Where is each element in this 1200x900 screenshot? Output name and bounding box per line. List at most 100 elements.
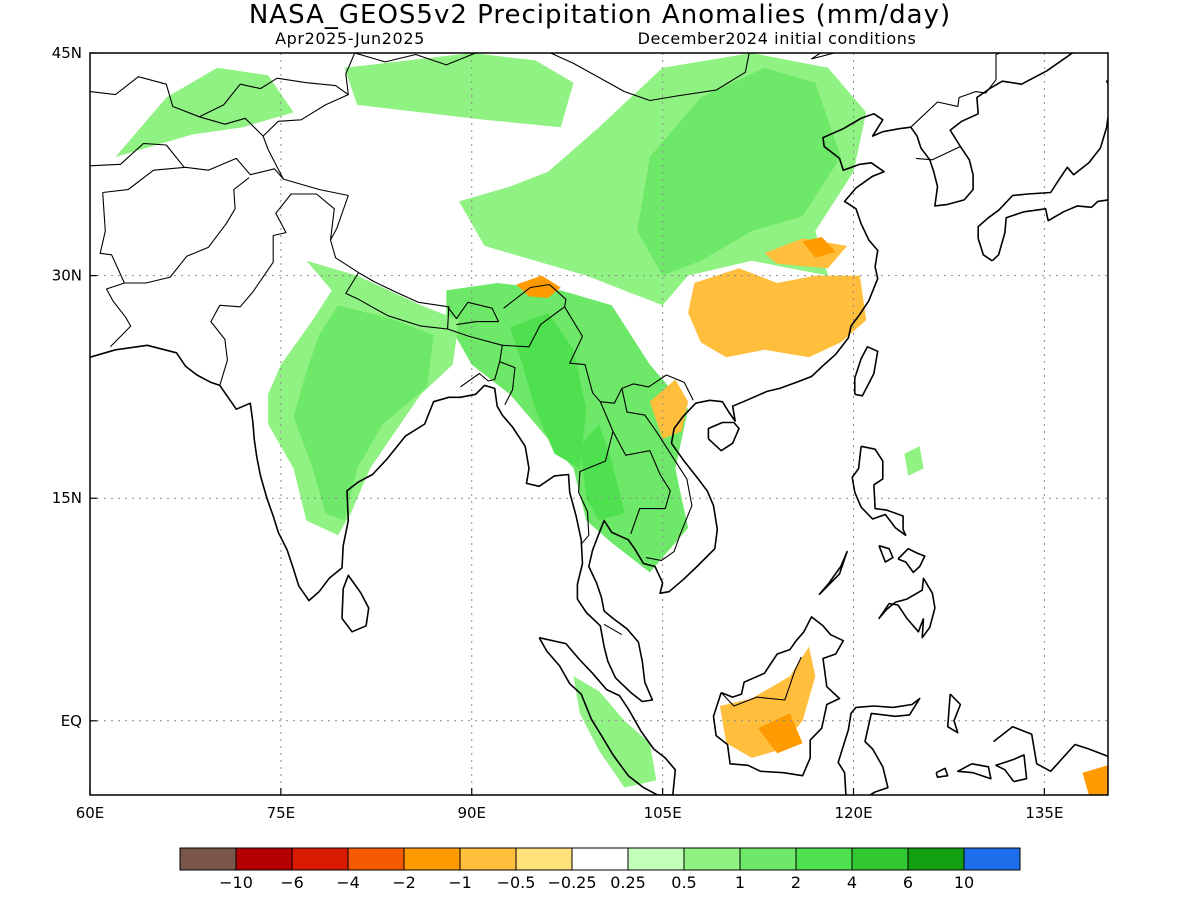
- coastline-18: [935, 767, 949, 779]
- colorbar-label-1: −6: [280, 873, 304, 892]
- country-border-23: [910, 53, 1001, 128]
- coastline-10: [837, 697, 921, 795]
- anomaly-region-2: [637, 67, 841, 276]
- coastline-3: [977, 116, 1108, 262]
- colorbar-label-13: 10: [954, 873, 974, 892]
- coastline-15: [878, 544, 894, 563]
- colorbar-swatch-10: [739, 847, 797, 871]
- colorbar-swatch-0: [179, 847, 237, 871]
- tick-label-lon-90E: 90E: [457, 804, 486, 822]
- tick-label-lon-60E: 60E: [76, 804, 105, 822]
- country-border-16: [262, 53, 356, 180]
- coastline-16: [993, 725, 1108, 773]
- colorbar-label-8: 0.5: [671, 873, 696, 892]
- colorbar-swatch-5: [459, 847, 517, 871]
- country-border-19: [199, 116, 264, 137]
- country-border-24: [915, 146, 961, 161]
- coastline-6: [707, 421, 740, 452]
- country-borders-layer: [90, 53, 1001, 707]
- country-border-21: [550, 53, 750, 102]
- coastline-0: [90, 113, 911, 703]
- country-border-0: [102, 157, 284, 194]
- country-border-6: [447, 328, 503, 388]
- anomaly-region-14: [758, 713, 803, 754]
- coastline-7: [341, 574, 370, 633]
- axis-ticks: 60E 75E 90E 105E 120E 135E 45N 30N 15N EQ: [52, 44, 1064, 822]
- country-border-8: [564, 306, 694, 404]
- tick-label-lon-75E: 75E: [267, 804, 296, 822]
- country-border-3: [210, 193, 359, 386]
- anomaly-region-18: [115, 67, 294, 157]
- country-border-12: [621, 388, 693, 562]
- tick-label-lon-105E: 105E: [644, 804, 682, 822]
- colorbar-swatch-14: [963, 847, 1021, 871]
- country-border-18: [90, 142, 185, 168]
- colorbar-swatch-12: [851, 847, 909, 871]
- coastline-19: [946, 693, 962, 734]
- tick-label-lat-30N: 30N: [52, 267, 82, 285]
- country-border-15: [283, 178, 349, 241]
- country-border-20: [354, 53, 476, 66]
- tick-label-lat-EQ: EQ: [61, 712, 82, 730]
- map-title: NASA_GEOS5v2 Precipitation Anomalies (mm…: [249, 0, 951, 30]
- colorbar-swatch-9: [683, 847, 741, 871]
- colorbar: −10 −6 −4 −2 −1 −0.5 −0.25 0.25 0.5 1 2 4 6 10: [179, 847, 1021, 892]
- coastline-17: [995, 754, 1028, 783]
- country-border-10: [578, 401, 614, 545]
- anomaly-region-17: [904, 446, 924, 476]
- colorbar-label-4: −1: [448, 873, 472, 892]
- anomaly-region-5: [579, 424, 625, 521]
- map-subtitle-initial-conditions: December2024 initial conditions: [638, 29, 917, 48]
- colorbar-label-9: 1: [735, 873, 745, 892]
- country-border-17: [90, 76, 349, 118]
- colorbar-swatch-13: [907, 847, 965, 871]
- country-border-9: [499, 361, 516, 405]
- map-frame: [89, 52, 1109, 796]
- coastline-8: [538, 636, 677, 795]
- colorbar-label-11: 4: [847, 873, 857, 892]
- map-subtitle-period: Apr2025-Jun2025: [275, 29, 425, 48]
- colorbar-label-6: −0.25: [547, 873, 596, 892]
- colorbar-swatch-11: [795, 847, 853, 871]
- anomaly-region-15: [1082, 765, 1108, 795]
- colorbar-swatch-1: [235, 847, 293, 871]
- colorbar-label-2: −4: [336, 873, 360, 892]
- anomaly-shading-layer: [115, 53, 1108, 795]
- colorbar-swatch-2: [291, 847, 349, 871]
- coastlines-layer: [90, 53, 1108, 795]
- coastline-4: [1105, 80, 1108, 107]
- colorbar-swatch-8: [627, 847, 685, 871]
- country-border-13: [603, 623, 623, 636]
- country-border-11: [612, 431, 671, 534]
- tick-label-lat-45N: 45N: [52, 44, 82, 62]
- coastline-9: [712, 616, 845, 777]
- colorbar-swatch-4: [403, 847, 461, 871]
- country-border-7: [502, 283, 567, 348]
- anomaly-region-10: [802, 237, 836, 258]
- colorbar-swatch-6: [515, 847, 573, 871]
- coastline-20: [956, 763, 992, 780]
- country-border-22: [810, 53, 835, 60]
- anomaly-region-8: [688, 268, 867, 358]
- anomaly-region-4: [509, 312, 587, 469]
- coastline-14: [818, 550, 848, 596]
- coastline-2: [991, 199, 1108, 262]
- colorbar-swatch-7: [571, 847, 629, 871]
- coastline-1: [910, 53, 1073, 207]
- anomaly-region-0: [344, 53, 574, 128]
- colorbar-label-3: −2: [392, 873, 416, 892]
- coastline-13: [897, 547, 926, 574]
- coastline-12: [851, 445, 907, 537]
- colorbar-swatch-3: [347, 847, 405, 871]
- coastline-11: [878, 577, 936, 639]
- coastline-5: [853, 345, 879, 397]
- country-border-1: [99, 177, 250, 284]
- colorbar-label-7: 0.25: [610, 873, 646, 892]
- country-border-5: [447, 301, 500, 326]
- anomaly-region-12: [649, 379, 689, 439]
- colorbar-label-12: 6: [903, 873, 913, 892]
- anomaly-region-7: [293, 305, 434, 521]
- tick-label-lon-120E: 120E: [834, 804, 872, 822]
- country-border-2: [105, 282, 132, 348]
